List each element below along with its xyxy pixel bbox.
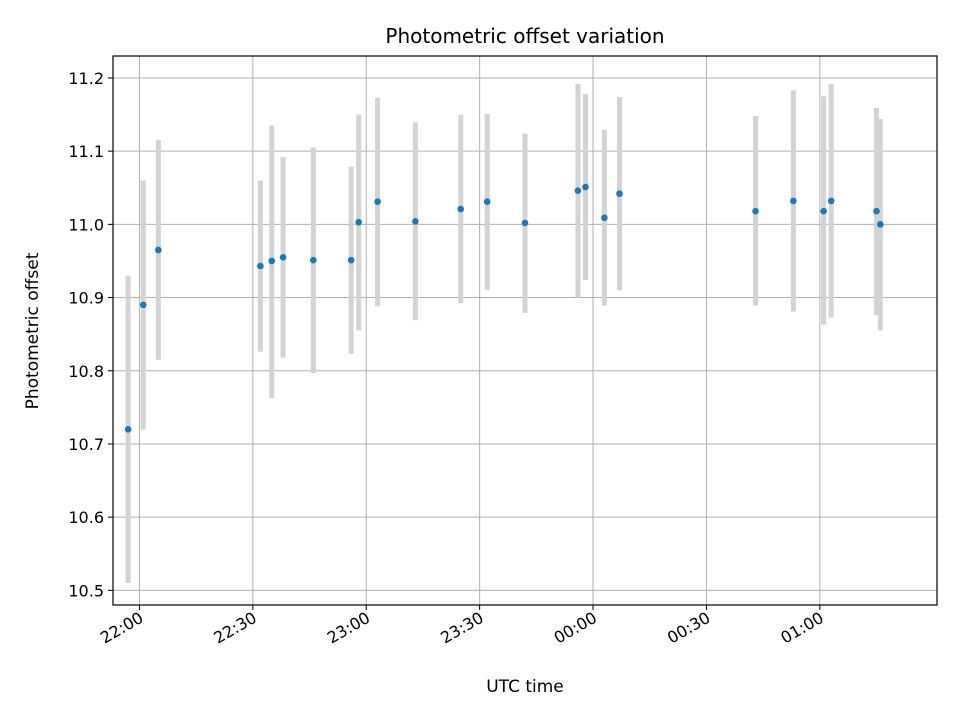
data-point [279,253,287,261]
data-point [310,256,317,264]
x-axis-title: UTC time [486,677,564,697]
y-tick-label: 10.8 [68,362,104,381]
y-tick-label: 10.5 [68,581,104,600]
data-point [574,187,582,194]
data-point [124,426,132,433]
data-point [877,221,884,228]
data-point [374,198,381,205]
data-point [820,207,827,215]
y-tick-label: 10.6 [68,508,104,527]
data-point [412,218,419,225]
data-point [521,219,529,227]
y-axis: 10.5 10.6 10.7 10.8 10.9 11.0 11.1 11.2 [68,69,113,600]
data-point [616,190,623,197]
y-tick-label: 10.9 [68,289,104,308]
plot-frame [112,55,938,606]
data-point [155,246,162,254]
data-point [601,214,608,222]
data-point [790,197,797,205]
data-point [268,257,276,265]
data-point [139,301,147,309]
data-point [873,207,880,215]
data-point [483,198,491,205]
data-point [347,256,355,264]
data-point [752,207,759,215]
data-point [827,197,835,205]
y-tick-label: 11.1 [68,142,104,161]
y-tick-label: 11.0 [68,215,104,234]
y-tick-label: 11.2 [68,69,104,88]
data-point [355,218,362,226]
data-point [582,183,589,191]
y-tick-label: 10.7 [68,435,104,454]
chart-title: Photometric offset variation [385,24,664,48]
data-points [124,183,884,433]
data-point [457,205,465,213]
data-point [257,262,264,270]
y-axis-title: Photometric offset [23,252,43,409]
